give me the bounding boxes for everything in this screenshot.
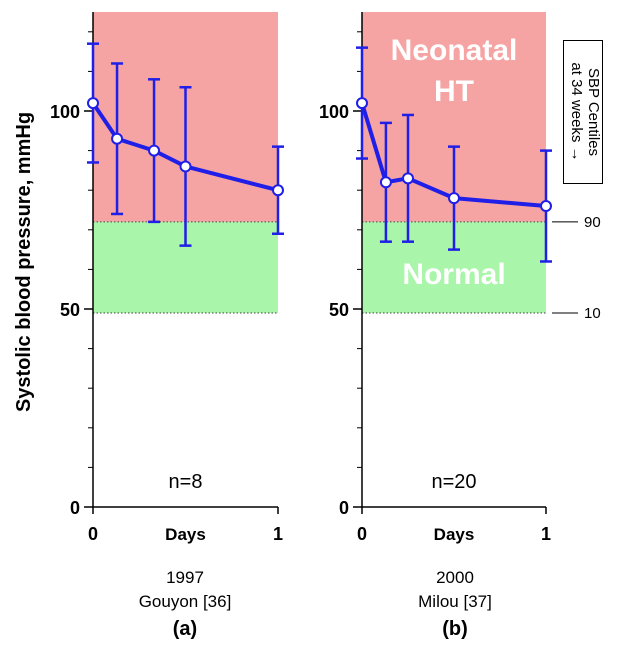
caption-letter-b: (b) (442, 618, 468, 640)
y-axis-title: Systolic blood pressure, mmHg (13, 112, 35, 412)
y-tick-label-0: 50 (60, 300, 80, 320)
data-point-0 (179, 160, 192, 173)
region-label-normal: Normal (402, 258, 505, 291)
centile-note-line2: at 34 weeks (568, 62, 585, 143)
data-point-1 (448, 192, 460, 205)
data-point-0 (148, 144, 161, 157)
region-label-hypertension-line2: HT (434, 75, 474, 108)
x-axis-title-1: Days (434, 525, 475, 544)
region-label-hypertension-line1: Neonatal (391, 34, 518, 67)
data-point-1 (540, 200, 552, 213)
centile-note-box: SBP Centiles at 34 weeks → (563, 40, 603, 184)
y-tick-label-0: 0 (70, 498, 80, 518)
x-axis-title-0: Days (165, 525, 206, 544)
y-tick-label-1: 0 (339, 498, 349, 518)
x-tick-label-0: 1 (273, 524, 283, 544)
caption-ref-b: Milou [37] (418, 592, 492, 611)
data-point-1 (379, 176, 392, 189)
caption-year-a: 1997 (166, 568, 204, 587)
centile-note-arrow-icon: → (568, 146, 585, 162)
caption-year-b: 2000 (436, 568, 474, 587)
caption-ref-a: Gouyon [36] (138, 592, 232, 611)
x-tick-label-1: 0 (357, 524, 367, 544)
y-tick-label-1: 100 (319, 102, 349, 122)
centile-label-10: 10 (584, 305, 601, 322)
sample-size-annotation-0: n=8 (169, 471, 203, 493)
sample-size-annotation-1: n=20 (431, 471, 476, 493)
y-tick-label-1: 50 (329, 300, 349, 320)
x-tick-label-1: 1 (541, 524, 551, 544)
centile-note-line1: SBP Centiles (585, 67, 602, 157)
data-point-1 (402, 172, 414, 185)
x-tick-label-0: 0 (88, 524, 98, 544)
centile-label-90: 90 (584, 214, 601, 231)
data-point-0 (87, 97, 99, 110)
data-point-0 (111, 132, 124, 145)
data-point-1 (356, 97, 368, 110)
caption-letter-a: (a) (172, 618, 198, 640)
data-point-0 (272, 184, 284, 197)
y-tick-label-0: 100 (50, 102, 80, 122)
